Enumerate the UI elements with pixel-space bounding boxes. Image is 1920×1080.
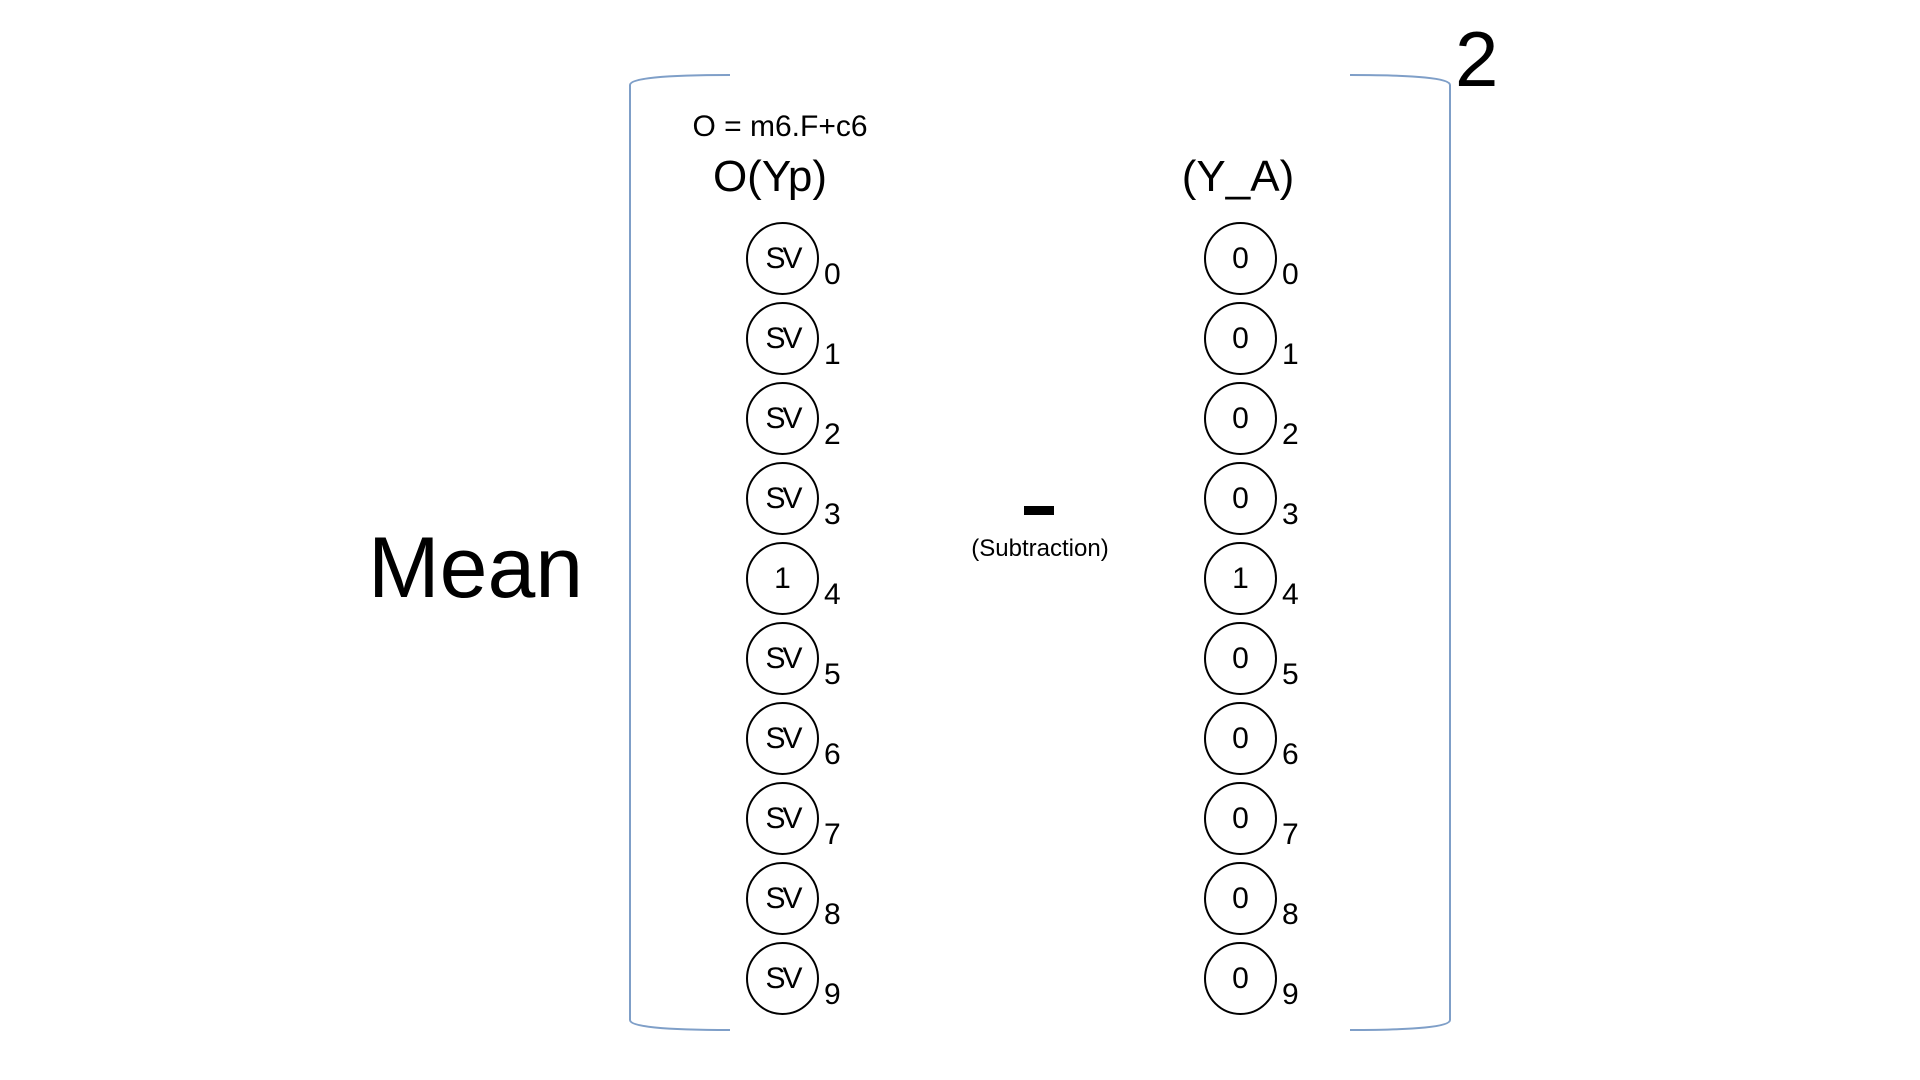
left-vector-node-value: SV (765, 401, 802, 435)
left-vector-node-value: SV (765, 241, 802, 275)
left-vector-row: SV 1 (746, 302, 856, 382)
left-vector-node-value: 1 (774, 561, 791, 595)
left-vector-row: SV 2 (746, 382, 856, 462)
left-vector-node-index: 8 (824, 898, 841, 931)
right-vector-node-index: 4 (1282, 578, 1299, 611)
left-vector-row: SV 8 (746, 862, 856, 942)
left-bracket (629, 74, 731, 1031)
right-vector-node-index: 5 (1282, 658, 1299, 691)
right-vector-node-index: 2 (1282, 418, 1299, 451)
formula-label: O = m6.F+c6 (692, 110, 868, 143)
right-vector-node: 0 (1204, 222, 1277, 295)
left-vector-row: SV 5 (746, 622, 856, 702)
left-vector-node-index: 1 (824, 338, 841, 371)
right-vector-node-index: 9 (1282, 978, 1299, 1011)
left-vector-node-value: SV (765, 801, 802, 835)
left-vector-row: SV 9 (746, 942, 856, 1022)
mean-label: Mean (368, 520, 584, 616)
left-vector-row: SV 0 (746, 222, 856, 302)
left-vector-node-index: 6 (824, 738, 841, 771)
left-vector-node-value: SV (765, 721, 802, 755)
operator-caption: (Subtraction) (971, 535, 1109, 562)
left-vector-node-index: 7 (824, 818, 841, 851)
right-vector-node: 0 (1204, 462, 1277, 535)
right-vector-node: 1 (1204, 542, 1277, 615)
left-vector-node: SV (746, 782, 819, 855)
right-vector-node-value: 1 (1232, 561, 1249, 595)
left-vector-node-index: 0 (824, 258, 841, 291)
right-vector-node-value: 0 (1232, 801, 1249, 835)
left-vector-row: SV 3 (746, 462, 856, 542)
right-vector-node-value: 0 (1232, 961, 1249, 995)
right-vector-node-index: 0 (1282, 258, 1299, 291)
right-vector-node-value: 0 (1232, 481, 1249, 515)
left-vector-node-value: SV (765, 481, 802, 515)
right-vector-node: 0 (1204, 862, 1277, 935)
right-vector-node-index: 7 (1282, 818, 1299, 851)
left-vector-node: SV (746, 942, 819, 1015)
right-vector-node-index: 6 (1282, 738, 1299, 771)
left-vector-node: SV (746, 302, 819, 375)
left-vector: SV 0 SV 1 SV 2 SV 3 1 4 SV 5 SV 6 SV 7 SV 8 SV 9 (746, 222, 856, 1022)
right-vector-node: 0 (1204, 702, 1277, 775)
left-vector-node-index: 2 (824, 418, 841, 451)
right-bracket (1349, 74, 1451, 1031)
right-vector-node-value: 0 (1232, 641, 1249, 675)
right-vector-node: 0 (1204, 622, 1277, 695)
right-vector-node-value: 0 (1232, 241, 1249, 275)
left-vector-heading: O(Yp) (712, 152, 828, 201)
left-vector-node-value: SV (765, 961, 802, 995)
right-vector-node-value: 0 (1232, 881, 1249, 915)
right-vector-node: 0 (1204, 942, 1277, 1015)
left-vector-node: SV (746, 862, 819, 935)
right-vector-node: 0 (1204, 782, 1277, 855)
left-vector-node: SV (746, 462, 819, 535)
right-vector-node-index: 3 (1282, 498, 1299, 531)
right-vector-heading: (Y_A) (1181, 152, 1295, 201)
left-vector-node-index: 3 (824, 498, 841, 531)
left-vector-node-index: 5 (824, 658, 841, 691)
exponent-label: 2 (1455, 15, 1499, 103)
left-vector-row: SV 6 (746, 702, 856, 782)
left-vector-node: SV (746, 222, 819, 295)
left-vector-node: SV (746, 702, 819, 775)
left-vector-node-index: 9 (824, 978, 841, 1011)
left-vector-row: SV 7 (746, 782, 856, 862)
right-vector-node-value: 0 (1232, 321, 1249, 355)
right-vector-node: 0 (1204, 302, 1277, 375)
left-vector-node-index: 4 (824, 578, 841, 611)
left-vector-node-value: SV (765, 641, 802, 675)
left-vector-node-value: SV (765, 321, 802, 355)
right-vector-node-value: 0 (1232, 401, 1249, 435)
right-vector-node-index: 8 (1282, 898, 1299, 931)
right-vector-node: 0 (1204, 382, 1277, 455)
right-vector-node-index: 1 (1282, 338, 1299, 371)
left-vector-node: 1 (746, 542, 819, 615)
right-vector-node-value: 0 (1232, 721, 1249, 755)
left-vector-node: SV (746, 382, 819, 455)
left-vector-node: SV (746, 622, 819, 695)
left-vector-node-value: SV (765, 881, 802, 915)
minus-sign (1024, 506, 1054, 515)
